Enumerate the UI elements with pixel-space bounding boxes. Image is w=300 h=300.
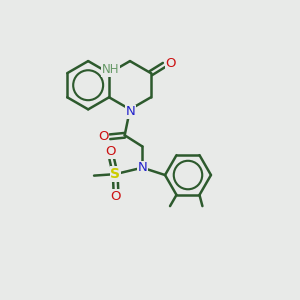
Text: O: O [106,145,116,158]
Text: O: O [111,190,121,203]
Text: S: S [110,167,120,181]
Text: O: O [98,130,109,143]
Text: NH: NH [102,63,119,76]
Text: N: N [138,161,148,174]
Text: O: O [165,57,176,70]
Text: N: N [126,105,135,118]
